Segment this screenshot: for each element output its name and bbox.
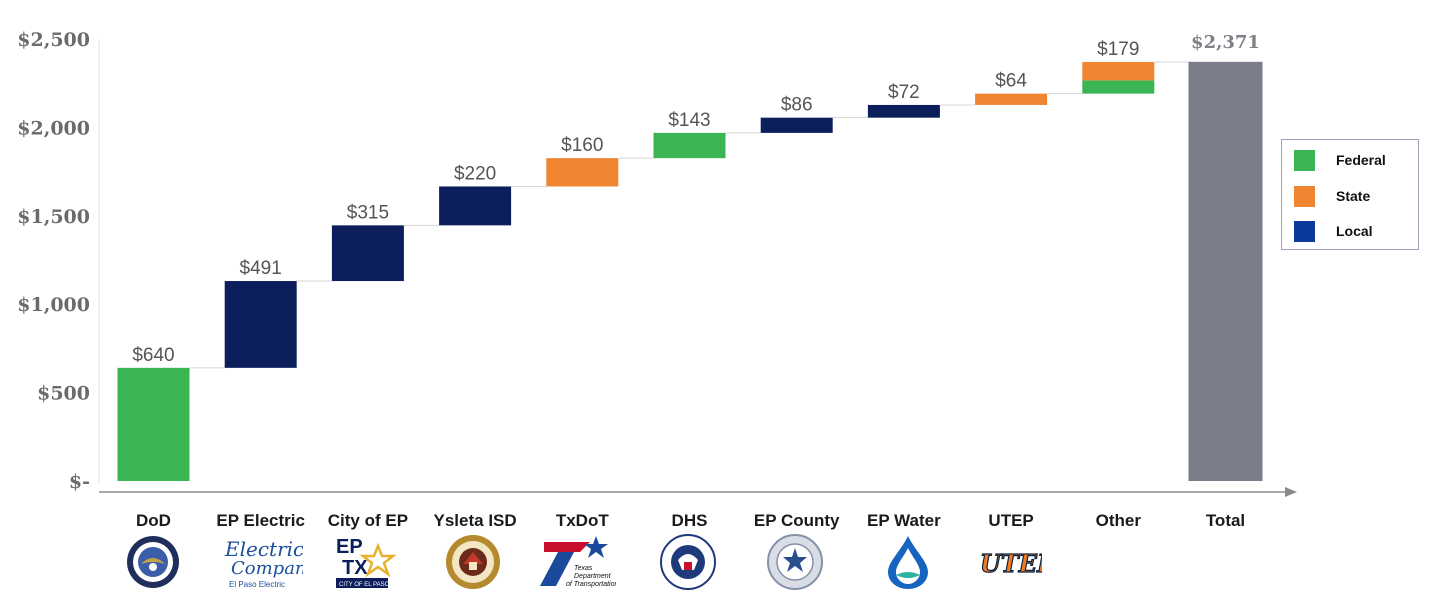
y-tick-label: $2,000 [17,117,90,139]
legend-label-local: Local [1336,223,1373,239]
category-label: DoD [136,511,171,530]
y-tick-label: $1,000 [17,294,90,316]
ep-water-drop-icon [876,534,940,590]
svg-text:Electric: Electric [224,537,303,561]
city-of-el-paso-logo-icon: EP TX CITY OF EL PASO [336,534,400,590]
dhs-seal-icon [656,534,720,590]
legend-label-state: State [1336,188,1371,204]
bar-dod-federal [117,367,190,481]
data-label: $64 [995,71,1027,92]
legend-swatch-state [1294,185,1315,207]
legend-swatch-federal [1294,149,1315,171]
y-tick-label: $1,500 [17,206,90,228]
bar-city-of-ep-local [331,225,404,282]
svg-text:Department: Department [574,573,612,580]
svg-text:Texas: Texas [574,565,593,572]
category-label: UTEP [988,511,1033,530]
legend-item-federal: Federal [1294,149,1386,171]
legend: Federal State Local [1281,139,1419,250]
y-tick-label: $500 [37,383,90,405]
bar-utep-state [975,93,1048,105]
svg-text:of Transportation: of Transportation [566,581,616,588]
data-label: $491 [240,258,282,279]
bar-other-federal [1082,80,1155,94]
legend-swatch-local [1294,220,1315,242]
data-label: $160 [561,135,603,156]
x-axis-arrowhead [1285,487,1297,497]
category-label: Other [1096,511,1142,530]
y-tick-label: $2,500 [17,29,90,51]
legend-item-local: Local [1294,220,1373,242]
bar-ep-electric-local [224,281,297,368]
svg-text:El Paso Electric: El Paso Electric [229,580,285,589]
category-label: EP Water [867,511,941,530]
dod-seal-icon [121,534,185,590]
svg-text:CITY OF EL PASO: CITY OF EL PASO [339,582,390,588]
y-tick-label: $- [69,471,90,493]
data-label: $220 [454,163,496,184]
category-label: EP County [754,511,840,530]
bar-total [1188,61,1263,482]
category-label: Total [1206,511,1245,530]
data-label: $86 [781,95,813,116]
bar-ep-water-local [867,104,940,118]
ep-county-seal-icon [763,534,827,590]
category-label: DHS [672,511,708,530]
category-label: TxDoT [556,511,610,530]
bar-ep-county-local [760,117,833,133]
data-label: $315 [347,202,389,223]
utep-logo-icon: UTEP [978,534,1056,590]
category-label: EP Electric [216,511,305,530]
category-label: City of EP [328,511,408,530]
svg-text:Company: Company [231,558,303,579]
data-label: $143 [668,110,710,131]
svg-text:TX: TX [342,557,368,579]
ysleta-isd-seal-icon [441,534,505,590]
el-paso-electric-logo-icon: Electric Company El Paso Electric [219,534,318,590]
category-label: Ysleta ISD [434,511,517,530]
data-label: $72 [888,82,920,103]
bar-ysleta-isd-local [439,186,512,226]
total-label: $2,371 [1191,32,1260,53]
bar-txdot-state [546,158,619,187]
data-label: $640 [132,345,174,366]
svg-text:UTEP: UTEP [980,549,1042,578]
bar-other-state [1082,61,1155,81]
svg-text:EP: EP [336,536,363,558]
legend-item-state: State [1294,185,1370,207]
data-label: $179 [1097,39,1139,60]
txdot-logo-icon: Texas Department of Transportation [540,534,619,590]
bar-dhs-federal [653,132,726,159]
legend-label-federal: Federal [1336,152,1386,168]
